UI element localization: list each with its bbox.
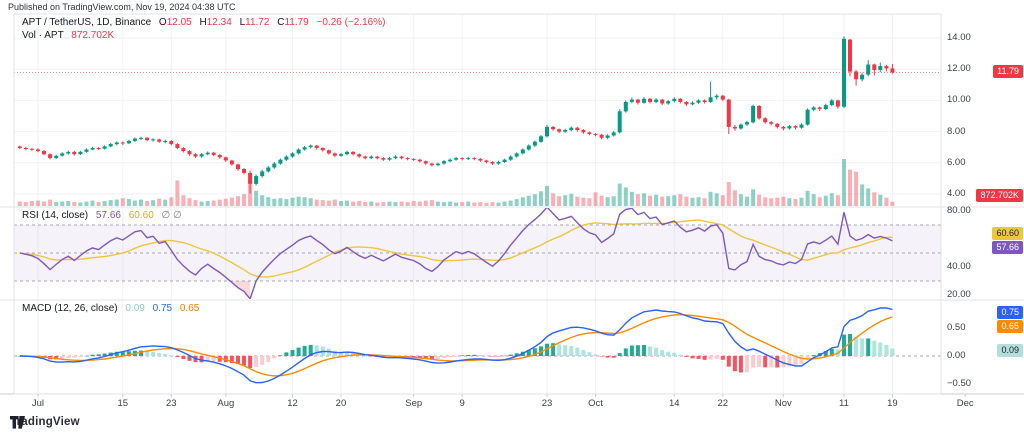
ohlc-high-label: H bbox=[199, 17, 207, 28]
axis-value-badge: 872.702K bbox=[976, 189, 1023, 202]
macd-line-value: 0.75 bbox=[152, 303, 173, 314]
time-axis-label: 15 bbox=[117, 398, 129, 409]
ohlc-close-value: 11.79 bbox=[284, 17, 309, 28]
axis-value-badge: 0.75 bbox=[997, 306, 1023, 319]
footer-brand[interactable]: TradingView bbox=[10, 416, 80, 429]
rsi-axis-label: 40.00 bbox=[947, 261, 971, 272]
volume-legend[interactable]: Vol · APT 872.702K bbox=[22, 30, 114, 41]
axis-value-badge: 0.09 bbox=[997, 344, 1023, 357]
volume-label: Vol · APT bbox=[22, 30, 64, 41]
time-axis-label: Jul bbox=[31, 398, 45, 409]
time-axis-label: 23 bbox=[166, 398, 177, 409]
price-axis-label: 12.00 bbox=[947, 63, 971, 75]
rsi-name: RSI (14, close) bbox=[22, 210, 89, 221]
time-axis-label: 14 bbox=[668, 398, 680, 409]
time-axis-label: 20 bbox=[335, 398, 347, 409]
time-axis-label: 11 bbox=[839, 398, 849, 409]
ohlc-high-value: 12.34 bbox=[206, 17, 232, 28]
time-axis-label: 9 bbox=[459, 398, 465, 409]
ohlc-low-label: L bbox=[239, 17, 246, 28]
symbol-title: APT / TetherUS, 1D, Binance bbox=[22, 17, 152, 28]
price-axis-label: 6.00 bbox=[947, 156, 966, 168]
time-axis-label: 23 bbox=[541, 398, 553, 409]
macd-axis-label: −0.50 bbox=[947, 378, 972, 389]
ohlc-low-value: 11.72 bbox=[245, 17, 270, 28]
tradingview-logo-icon bbox=[10, 416, 25, 429]
macd-legend[interactable]: MACD (12, 26, close) 0.09 0.75 0.65 bbox=[22, 303, 199, 314]
brand-name: TradingView bbox=[10, 416, 80, 428]
axis-value-badge: 57.66 bbox=[992, 241, 1023, 254]
symbol-legend[interactable]: APT / TetherUS, 1D, Binance O12.05 H12.3… bbox=[22, 17, 385, 28]
price-axis-label: 14.00 bbox=[947, 32, 971, 43]
time-axis-label: 12 bbox=[287, 398, 298, 409]
macd-axis-label: 0.50 bbox=[947, 322, 966, 333]
published-line: Published on TradingView.com, Nov 19, 20… bbox=[8, 2, 236, 12]
ohlc-open-label: O bbox=[158, 17, 167, 28]
rsi-extra: ∅ ∅ bbox=[161, 210, 182, 221]
rsi-axis-label: 20.00 bbox=[947, 289, 971, 300]
rsi-value: 57.66 bbox=[95, 210, 121, 221]
ohlc-close-label: C bbox=[277, 17, 285, 28]
rsi-legend[interactable]: RSI (14, close) 57.66 60.60 ∅ ∅ bbox=[22, 210, 182, 221]
rsi-axis-label: 80.00 bbox=[947, 205, 971, 216]
axis-value-badge: 11.79 bbox=[993, 65, 1023, 78]
time-axis-label: 22 bbox=[717, 398, 729, 409]
price-axis-label: 10.00 bbox=[947, 94, 971, 106]
macd-hist-value: 0.09 bbox=[125, 303, 145, 314]
ohlc-open-value: 12.05 bbox=[166, 17, 192, 28]
rsi-ma-value: 60.60 bbox=[128, 210, 154, 221]
macd-signal-value: 0.65 bbox=[179, 303, 200, 314]
time-axis-label: Oct bbox=[588, 398, 603, 409]
time-axis-label: 19 bbox=[887, 398, 898, 409]
price-axis-label: 4.00 bbox=[947, 188, 966, 199]
time-axis-label: Sep bbox=[405, 398, 423, 409]
time-axis-label: Dec bbox=[956, 398, 974, 409]
time-axis-label: Aug bbox=[217, 398, 235, 409]
change-value: −0.26 (−2.16%) bbox=[316, 17, 386, 28]
volume-value: 872.702K bbox=[71, 30, 115, 41]
axis-value-badge: 60.60 bbox=[992, 227, 1023, 240]
axis-value-badge: 0.65 bbox=[997, 320, 1023, 333]
time-axis-label: Nov bbox=[774, 398, 792, 409]
macd-name: MACD (12, 26, close) bbox=[22, 303, 118, 314]
price-axis-label: 8.00 bbox=[947, 125, 966, 137]
macd-axis-label: 0.00 bbox=[947, 350, 966, 361]
